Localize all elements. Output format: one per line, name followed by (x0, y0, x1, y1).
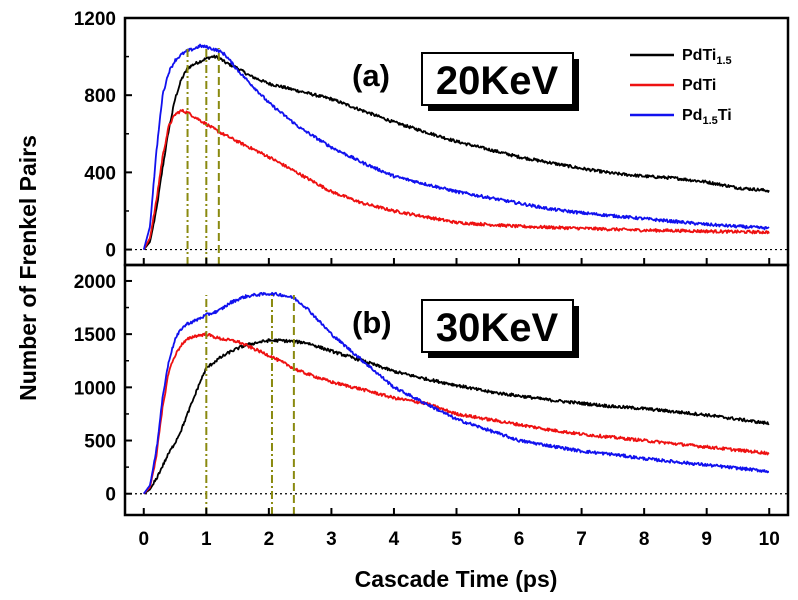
xtick-label-8: 8 (639, 529, 650, 550)
panel-a-series-1 (142, 108, 770, 251)
xtick-label-3: 3 (326, 529, 337, 550)
x-axis: 0 1 2 3 4 5 6 7 8 9 10 (138, 529, 779, 550)
panel-b-energy-box: 30KeV (421, 299, 579, 358)
xtick-label-0: 0 (138, 529, 149, 550)
panel-b: 0 500 1000 1500 2000 (b) 30KeV (74, 263, 790, 517)
panel-b-ytick-label-0: 0 (105, 485, 116, 506)
panel-a-ytick-label-0: 0 (105, 241, 116, 262)
xtick-label-9: 9 (701, 529, 712, 550)
xtick-label-10: 10 (759, 529, 780, 550)
panel-a-series-0 (143, 54, 770, 251)
xtick-label-4: 4 (389, 529, 400, 550)
xtick-label-7: 7 (576, 529, 587, 550)
panel-b-label: (b) (352, 305, 392, 340)
panel-a-ytick-label-2: 800 (84, 86, 116, 107)
panel-a-energy-box: 20KeV (421, 52, 579, 111)
panel-b-series-0 (143, 338, 770, 495)
legend-label-1: PdTi (682, 77, 716, 94)
panel-b-series-1 (143, 332, 770, 495)
legend-label-2: Pd1.5Ti (682, 107, 732, 127)
panel-b-energy: 30KeV (436, 306, 559, 350)
xtick-label-5: 5 (451, 529, 462, 550)
panel-a-ytick-label-3: 1200 (74, 9, 116, 30)
xtick-label-1: 1 (201, 529, 212, 550)
panel-b-ytick-label-4: 2000 (74, 272, 116, 293)
x-axis-title: Cascade Time (ps) (355, 566, 558, 592)
panel-b-ytick-label-3: 1500 (74, 325, 116, 346)
panel-b-ytick-label-1: 500 (84, 432, 116, 453)
xtick-label-6: 6 (514, 529, 525, 550)
legend: PdTi1.5 PdTi Pd1.5Ti (630, 47, 732, 127)
legend-label-0: PdTi1.5 (682, 47, 732, 67)
panel-a-energy: 20KeV (436, 59, 559, 103)
panel-a-label: (a) (352, 58, 390, 93)
panel-a-ytick-label-1: 400 (84, 163, 116, 184)
panel-b-ytick-label-2: 1000 (74, 378, 116, 399)
panel-a-series-2 (142, 43, 770, 250)
panel-b-series-2 (143, 291, 770, 495)
panel-b-frame (123, 263, 790, 517)
y-axis-title: Number of Frenkel Pairs (15, 135, 41, 401)
xtick-label-2: 2 (264, 529, 275, 550)
